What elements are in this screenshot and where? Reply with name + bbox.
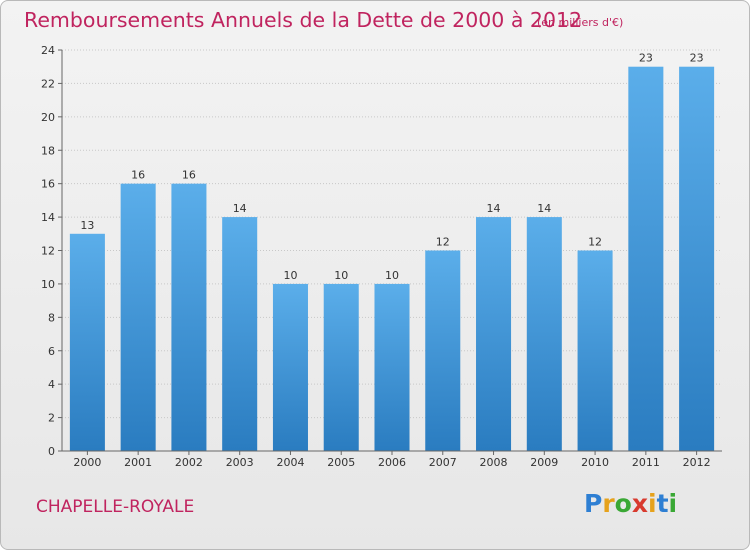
bar-value-label: 14 [487, 202, 501, 215]
x-tick-label: 2008 [480, 456, 508, 469]
y-tick-label: 22 [41, 77, 55, 90]
bar-2001 [120, 183, 156, 451]
y-tick-label: 0 [48, 445, 55, 458]
bar-2002 [171, 183, 207, 451]
bar-2004 [272, 283, 308, 451]
bar-value-label: 13 [80, 219, 94, 232]
x-tick-label: 2010 [581, 456, 609, 469]
commune-name: CHAPELLE-ROYALE [36, 497, 195, 517]
bar-value-label: 12 [588, 236, 602, 249]
chart-subtitle: (en milliers d'€) [537, 16, 624, 29]
y-tick-label: 16 [41, 178, 55, 191]
logo-letter: t [656, 489, 669, 518]
bar-value-label: 14 [233, 202, 247, 215]
bar-value-label: 16 [182, 169, 196, 182]
bar-2006 [374, 283, 410, 451]
logo-letter: i [648, 489, 657, 518]
x-tick-label: 2007 [429, 456, 457, 469]
x-tick-label: 2011 [632, 456, 660, 469]
bar-value-label: 14 [537, 202, 551, 215]
y-tick-label: 14 [41, 211, 55, 224]
x-tick-label: 2003 [226, 456, 254, 469]
logo-letter: x [631, 489, 648, 518]
bar-value-label: 10 [385, 269, 399, 282]
y-tick-label: 24 [41, 44, 55, 57]
bar-value-label: 10 [334, 269, 348, 282]
bar-2005 [323, 283, 359, 451]
y-tick-label: 4 [48, 378, 55, 391]
logo-letter: i [668, 489, 678, 518]
x-tick-label: 2009 [530, 456, 558, 469]
y-tick-label: 2 [48, 412, 55, 425]
bar-2000 [69, 233, 105, 451]
y-tick-label: 10 [41, 278, 55, 291]
x-tick-label: 2004 [276, 456, 304, 469]
bar-2009 [526, 217, 562, 451]
bar-2012 [679, 66, 715, 451]
bar-value-label: 12 [436, 236, 450, 249]
x-tick-label: 2002 [175, 456, 203, 469]
bar-2008 [476, 217, 512, 451]
y-tick-label: 20 [41, 111, 55, 124]
y-tick-label: 8 [48, 311, 55, 324]
logo-letter: o [614, 489, 632, 518]
bar-value-label: 23 [690, 52, 704, 65]
bar-value-label: 23 [639, 52, 653, 65]
x-tick-label: 2000 [73, 456, 101, 469]
chart-title: Remboursements Annuels de la Dette de 20… [24, 8, 583, 32]
logo-letter: P [584, 489, 603, 518]
bar-value-label: 10 [283, 269, 297, 282]
y-tick-label: 6 [48, 345, 55, 358]
bar-value-label: 16 [131, 169, 145, 182]
bar-2007 [425, 250, 461, 451]
x-tick-label: 2005 [327, 456, 355, 469]
x-tick-label: 2006 [378, 456, 406, 469]
x-tick-label: 2001 [124, 456, 152, 469]
y-tick-label: 12 [41, 245, 55, 258]
y-tick-label: 18 [41, 144, 55, 157]
bar-2003 [222, 217, 258, 451]
proxiti-logo: Proxiti [584, 489, 677, 518]
bar-2011 [628, 66, 664, 451]
bar-2010 [577, 250, 613, 451]
x-tick-label: 2012 [683, 456, 711, 469]
logo-letter: r [602, 489, 615, 518]
